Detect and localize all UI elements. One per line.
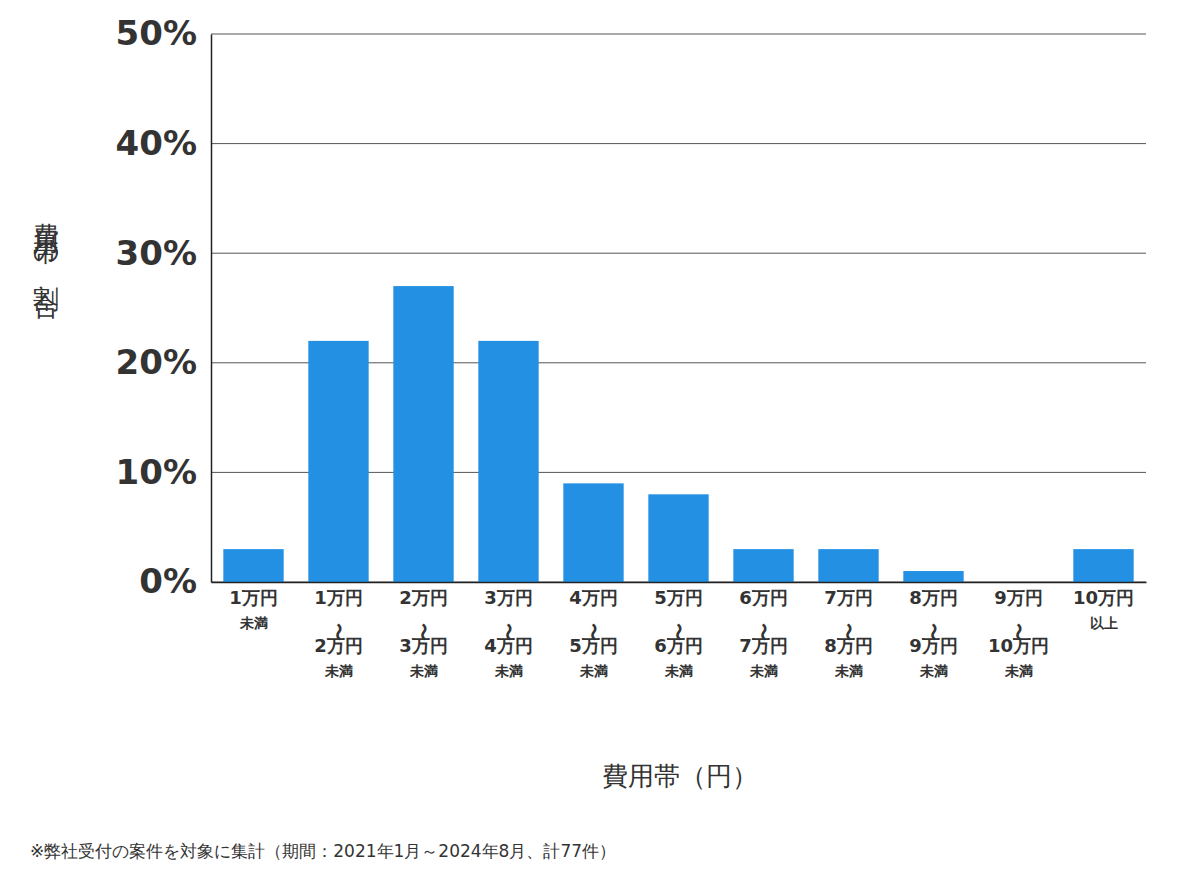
x-tick-label: 2万円 <box>314 635 363 656</box>
x-tick-label: 5万円 <box>654 587 703 608</box>
x-tick-label: 9万円 <box>909 635 958 656</box>
x-tick-label: 2万円 <box>399 587 448 608</box>
x-axis-title: 費用帯（円） <box>602 761 758 791</box>
x-tick-label: 未満 <box>239 615 268 631</box>
x-tick-label: 未満 <box>834 663 863 679</box>
x-tick: 9万円〜10万円未満 <box>988 582 1049 679</box>
x-tick: 6万円〜7万円未満 <box>739 582 788 679</box>
x-tick-label: 1万円 <box>229 587 278 608</box>
x-tick: 4万円〜5万円未満 <box>569 582 618 679</box>
x-tick-label: 未満 <box>579 663 608 679</box>
x-tick-label: 3万円 <box>484 587 533 608</box>
x-tick-label: 3万円 <box>399 635 448 656</box>
y-axis-title: 費用帯の割合 <box>31 202 61 319</box>
x-axis: 1万円未満1万円〜2万円未満2万円〜3万円未満3万円〜4万円未満4万円〜5万円未… <box>212 582 1147 679</box>
y-tick: 10% <box>116 452 211 492</box>
y-tick-label: 10% <box>116 452 197 492</box>
y-tick: 40% <box>116 123 211 163</box>
x-tick-label: 未満 <box>324 663 353 679</box>
x-tick-label: 4万円 <box>569 587 618 608</box>
y-tick-label: 20% <box>116 342 197 382</box>
x-tick: 3万円〜4万円未満 <box>484 582 533 679</box>
note: ※弊社受付の案件を対象に集計（期間：2021年1月～2024年8月、計77件） <box>30 841 616 861</box>
y-tick-label: 50% <box>116 13 197 53</box>
y-tick-label: 0% <box>139 561 197 601</box>
y-axis-line <box>211 35 213 583</box>
x-tick: 7万円〜8万円未満 <box>824 582 873 679</box>
y-tick: 50% <box>116 13 211 53</box>
x-tick-label: 未満 <box>749 663 778 679</box>
y-axis: 0% 10% 20% 30% 40% 50% <box>116 13 212 601</box>
x-tick-label: 未満 <box>409 663 438 679</box>
bar <box>1073 549 1133 582</box>
x-tick-label: 1万円 <box>314 587 363 608</box>
x-axis-line <box>212 582 1147 584</box>
y-tick: 0% <box>139 561 211 601</box>
grid-line <box>211 253 1146 254</box>
x-tick: 2万円〜3万円未満 <box>399 582 448 679</box>
grid-line <box>211 143 1146 144</box>
x-tick-label: 未満 <box>494 663 523 679</box>
bar <box>563 483 623 582</box>
y-tick: 30% <box>116 233 211 273</box>
x-tick-label: 4万円 <box>484 635 533 656</box>
x-tick-label: 未満 <box>664 663 693 679</box>
x-tick: 1万円〜2万円未満 <box>314 582 363 679</box>
bar <box>648 494 708 582</box>
x-tick-label: 以上 <box>1090 615 1118 631</box>
y-tick-label: 40% <box>116 123 197 163</box>
bar <box>393 286 453 582</box>
x-tick-label: 7万円 <box>824 587 873 608</box>
x-tick: 5万円〜6万円未満 <box>654 582 703 679</box>
x-tick-label: 8万円 <box>824 635 873 656</box>
x-tick-label: 未満 <box>1004 663 1033 679</box>
bar <box>223 549 283 582</box>
bar <box>308 341 368 582</box>
bar <box>818 549 878 582</box>
x-tick: 1万円未満 <box>229 582 278 631</box>
x-tick-label: 5万円 <box>569 635 618 656</box>
grid-line <box>211 34 1146 35</box>
x-tick-label: 10万円 <box>1073 587 1134 608</box>
x-tick-label: 9万円 <box>994 587 1043 608</box>
bar <box>733 549 793 582</box>
grid <box>211 34 1146 582</box>
x-tick: 8万円〜9万円未満 <box>909 582 958 679</box>
bar <box>478 341 538 582</box>
bar <box>903 571 963 582</box>
x-tick-label: 6万円 <box>654 635 703 656</box>
x-tick-label: 6万円 <box>739 587 788 608</box>
y-tick: 20% <box>116 342 211 382</box>
x-tick-label: 未満 <box>919 663 948 679</box>
x-tick-label: 10万円 <box>988 635 1049 656</box>
x-tick-label: 7万円 <box>739 635 788 656</box>
chart: 0%10%20%30%40%50%1万円未満1万円〜2万円未満2万円〜3万円未満… <box>0 0 1200 874</box>
bars <box>223 286 1133 582</box>
y-tick-label: 30% <box>116 233 197 273</box>
x-tick: 10万円以上 <box>1073 582 1134 631</box>
x-tick-label: 8万円 <box>909 587 958 608</box>
